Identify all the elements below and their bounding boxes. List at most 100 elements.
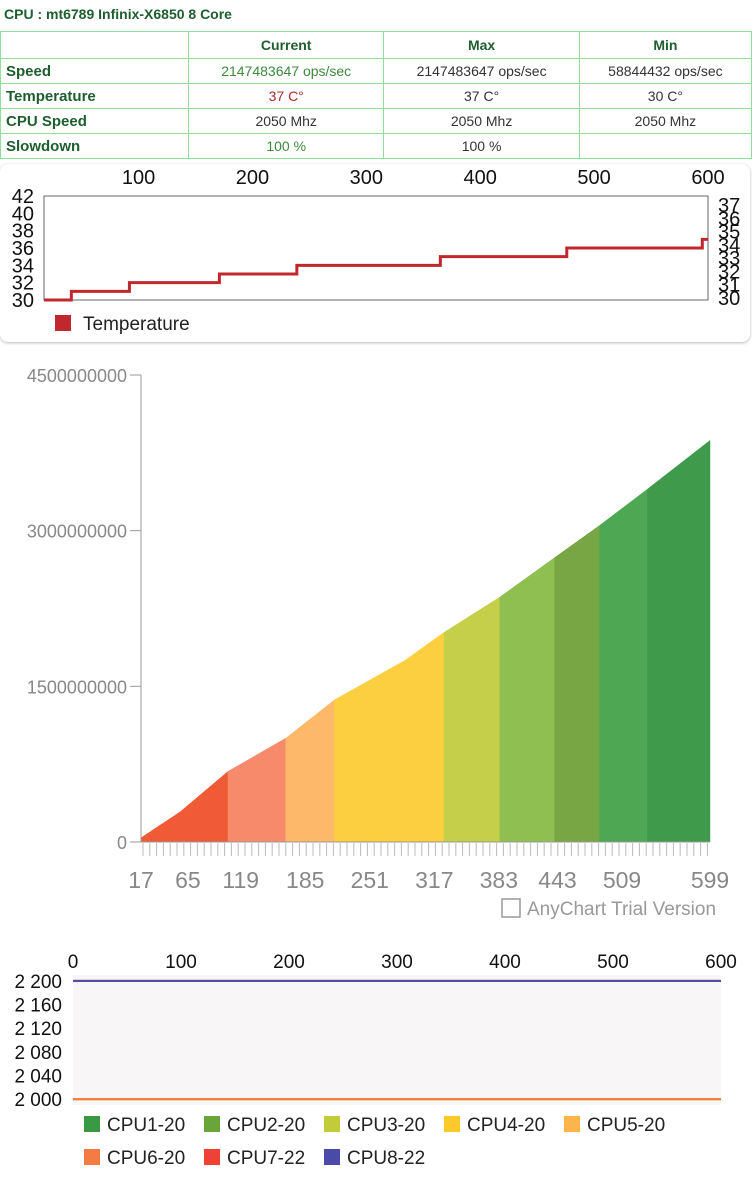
x-tick-label: 600: [691, 167, 724, 189]
cell: 2050 Mhz: [578, 108, 752, 134]
x-tick-label: 300: [350, 167, 383, 189]
legend-swatch: [564, 1116, 580, 1132]
stats-table: Current Max Min Speed 2147483647 ops/sec…: [0, 31, 752, 159]
x-tick-label: 509: [603, 867, 641, 893]
legend-swatch: [444, 1116, 460, 1132]
x-tick-label: 185: [286, 867, 324, 893]
y-tick-label: 3000000000: [27, 522, 127, 542]
y2-tick-label: 37: [718, 195, 740, 217]
area-band: [499, 557, 555, 843]
y-tick-label: 30: [12, 290, 34, 312]
y2-tick-label: 30: [718, 288, 740, 310]
cell: 58844432 ops/sec: [578, 58, 752, 84]
x-tick-label: 300: [381, 952, 413, 973]
x-tick-label: 500: [577, 167, 610, 189]
y2-tick-label: 34: [718, 235, 740, 257]
x-tick-label: 65: [175, 867, 201, 893]
y-tick-label: 0: [117, 833, 127, 853]
y-tick-label: 38: [12, 221, 34, 243]
x-tick-label: 383: [480, 867, 518, 893]
y-tick-label: 2 160: [14, 996, 62, 1017]
area-band: [227, 737, 286, 843]
legend-label: Temperature: [83, 314, 190, 335]
header-title: CPU : mt6789 Infinix-X6850 8 Core: [4, 6, 232, 22]
legend-swatch: [324, 1116, 340, 1132]
legend-label: CPU1-20: [107, 1115, 185, 1136]
y-tick-label: 2 080: [14, 1043, 62, 1064]
watermark-icon: [501, 898, 521, 918]
x-tick-label: 400: [464, 167, 497, 189]
col-head: Current: [187, 31, 385, 59]
cell: 37 C°: [383, 83, 580, 109]
area-band: [334, 631, 445, 843]
y-tick-label: 32: [12, 273, 34, 295]
legend-label: CPU6-20: [107, 1148, 185, 1169]
y-tick-label: 2 040: [14, 1066, 62, 1087]
x-tick-label: 600: [705, 952, 737, 973]
x-tick-label: 100: [122, 167, 155, 189]
legend-swatch: [324, 1149, 340, 1165]
y-tick-label: 36: [12, 238, 34, 260]
y2-tick-label: 32: [718, 261, 740, 283]
x-tick-label: 200: [273, 952, 305, 973]
x-tick-label: 317: [415, 867, 453, 893]
y-tick-label: 4500000000: [27, 366, 127, 386]
legend-swatch: [84, 1116, 100, 1132]
cell: 2050 Mhz: [187, 108, 385, 134]
y2-tick-label: 35: [718, 222, 740, 244]
x-tick-label: 500: [597, 952, 629, 973]
row-label: Slowdown: [0, 133, 189, 159]
cell: 2147483647 ops/sec: [383, 58, 580, 84]
y-tick-label: 1500000000: [27, 677, 127, 697]
legend-swatch: [204, 1149, 220, 1165]
cell: 100 %: [383, 133, 580, 159]
corner: [0, 31, 189, 59]
plot-frame: [43, 195, 709, 301]
cell: 2147483647 ops/sec: [187, 58, 385, 84]
cell: 100 %: [187, 133, 385, 159]
area-band: [140, 770, 229, 843]
x-tick-label: 17: [128, 867, 154, 893]
area-band: [554, 524, 600, 843]
cell: 37 C°: [187, 83, 385, 109]
cell: 30 C°: [578, 83, 752, 109]
legend-label: CPU4-20: [467, 1115, 545, 1136]
y-tick-label: 2 120: [14, 1019, 62, 1040]
area-band: [285, 699, 335, 843]
area-band: [647, 439, 711, 843]
y2-tick-label: 31: [718, 275, 740, 297]
y-tick-label: 40: [12, 203, 34, 225]
cell: [578, 133, 752, 159]
legend-label: CPU7-22: [227, 1148, 305, 1169]
y-tick-label: 34: [12, 255, 34, 277]
legend-label: CPU8-22: [347, 1148, 425, 1169]
x-tick-label: 599: [691, 867, 729, 893]
y2-tick-label: 36: [718, 208, 740, 230]
x-tick-label: 100: [165, 952, 197, 973]
x-tick-label: 251: [351, 867, 389, 893]
area-band: [443, 596, 501, 843]
plot-area: [73, 975, 721, 1105]
y-tick-label: 2 000: [14, 1090, 62, 1111]
x-tick-label: 400: [489, 952, 521, 973]
legend-swatch: [84, 1149, 100, 1165]
row-label: CPU Speed: [0, 108, 189, 134]
temperature-card: [0, 164, 750, 342]
temperature-line: [44, 237, 708, 302]
cell: 2050 Mhz: [383, 108, 580, 134]
x-tick-label: 443: [538, 867, 576, 893]
col-head: Min: [578, 31, 752, 59]
legend-swatch: [55, 315, 71, 331]
x-tick-label: 200: [236, 167, 269, 189]
y-tick-label: 2 200: [14, 972, 62, 993]
legend-label: CPU2-20: [227, 1115, 305, 1136]
legend-label: CPU5-20: [587, 1115, 665, 1136]
legend-label: CPU3-20: [347, 1115, 425, 1136]
y-tick-label: 42: [12, 186, 34, 208]
area-band: [599, 488, 648, 843]
x-tick-label: 119: [222, 867, 259, 893]
y2-tick-label: 33: [718, 248, 740, 270]
row-label: Temperature: [0, 83, 189, 109]
